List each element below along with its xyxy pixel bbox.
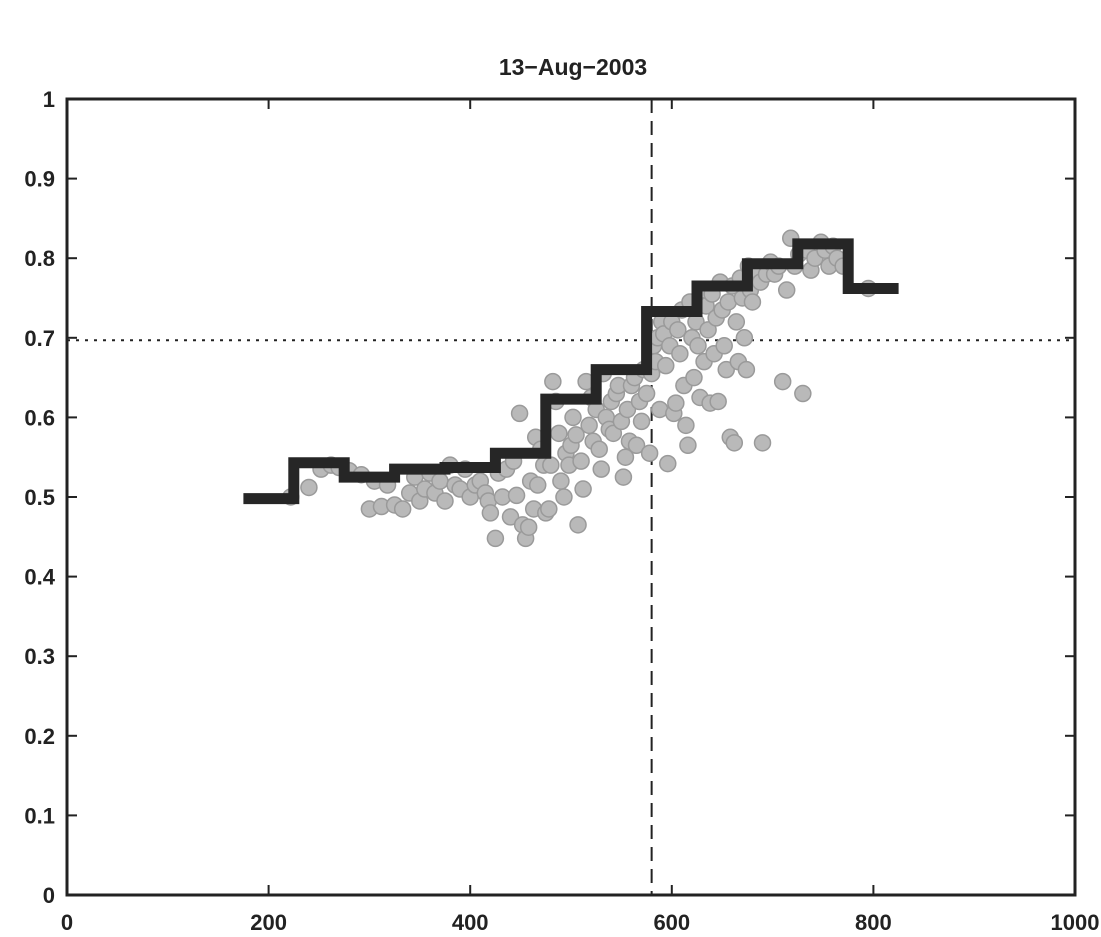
y-tick-label: 0.6 xyxy=(24,405,55,430)
y-tick-label: 1 xyxy=(43,87,55,112)
x-tick-label: 800 xyxy=(855,910,892,935)
scatter-point xyxy=(667,394,685,412)
y-tick-label: 0.5 xyxy=(24,485,55,510)
scatter-point xyxy=(685,368,703,387)
scatter-point xyxy=(743,293,762,311)
scatter-point xyxy=(574,480,592,498)
scatter-point xyxy=(486,529,505,548)
scatter-point xyxy=(564,408,582,427)
x-tick-label: 1000 xyxy=(1051,910,1100,935)
step-line xyxy=(243,238,899,505)
scatter-point xyxy=(679,436,697,455)
scatter-point xyxy=(436,492,454,510)
scatter-point xyxy=(300,478,318,497)
y-tick-label: 0 xyxy=(43,883,55,908)
scatter-point xyxy=(777,281,796,299)
scatter-point xyxy=(618,400,637,419)
scatter-point xyxy=(567,426,585,444)
step-line-path xyxy=(243,238,899,505)
scatter-point xyxy=(773,372,792,391)
scatter-point xyxy=(590,440,608,458)
scatter-point xyxy=(637,384,656,403)
axes: 0 200 400 600 800 1000 0 0.1 0.2 0.3 0.4 0.5 0.6 0.7 0… xyxy=(24,87,1099,935)
scatter-point xyxy=(659,454,677,473)
x-tick-label: 0 xyxy=(61,910,73,935)
scatter-point xyxy=(572,452,590,470)
scatter-point xyxy=(737,360,756,379)
scatter-point xyxy=(580,416,598,435)
scatter-point xyxy=(550,424,568,443)
y-tick-label: 0.7 xyxy=(24,326,55,351)
scatter-point xyxy=(555,488,573,506)
scatter-point xyxy=(632,412,651,431)
scatter-point xyxy=(717,360,735,379)
y-tick-label: 0.8 xyxy=(24,246,55,271)
scatter-point xyxy=(671,344,689,363)
scatter-point xyxy=(794,384,812,403)
scatter-point xyxy=(501,508,520,526)
scatter-point xyxy=(689,337,707,355)
scatter-point xyxy=(727,313,746,331)
scatter-point xyxy=(592,460,610,478)
y-tick-label: 0.9 xyxy=(24,167,55,192)
reference-lines xyxy=(67,99,1075,895)
y-tick-label: 0.3 xyxy=(24,644,55,669)
scatter-point xyxy=(725,434,744,452)
scatter-point xyxy=(544,372,562,391)
scatter-point xyxy=(528,476,547,494)
scatter-point xyxy=(510,404,529,423)
scatter-point xyxy=(640,444,659,462)
scatter-point xyxy=(699,321,717,339)
x-tick-label: 600 xyxy=(653,910,690,935)
scatter-point xyxy=(431,472,449,490)
scatter-point xyxy=(715,337,733,355)
scatter-point xyxy=(481,504,500,522)
x-tick-label: 200 xyxy=(250,910,287,935)
scatter-point xyxy=(753,434,772,452)
scatter-point xyxy=(552,472,570,490)
y-tick-label: 0.1 xyxy=(24,803,55,828)
chart-title: 13−Aug−2003 xyxy=(499,54,647,80)
scatter-point xyxy=(569,516,587,534)
x-tick-label: 400 xyxy=(452,910,489,935)
scatter-point xyxy=(669,321,687,339)
y-tick-label: 0.2 xyxy=(24,724,55,749)
scatter-point xyxy=(657,356,675,375)
scatter-point xyxy=(393,500,412,518)
scatter-point xyxy=(542,456,560,474)
scatter-point xyxy=(604,424,623,443)
scatter-point xyxy=(677,416,695,435)
scatter-points xyxy=(282,229,878,548)
scatter-point xyxy=(709,392,727,411)
scatter-point xyxy=(735,329,754,347)
y-tick-label: 0.4 xyxy=(24,565,55,590)
scatter-point xyxy=(519,518,538,536)
scatter-point xyxy=(627,436,646,455)
scatter-point xyxy=(540,500,558,518)
scatter-point xyxy=(507,486,526,505)
scatter-point xyxy=(616,448,635,466)
scatter-point xyxy=(614,468,633,486)
